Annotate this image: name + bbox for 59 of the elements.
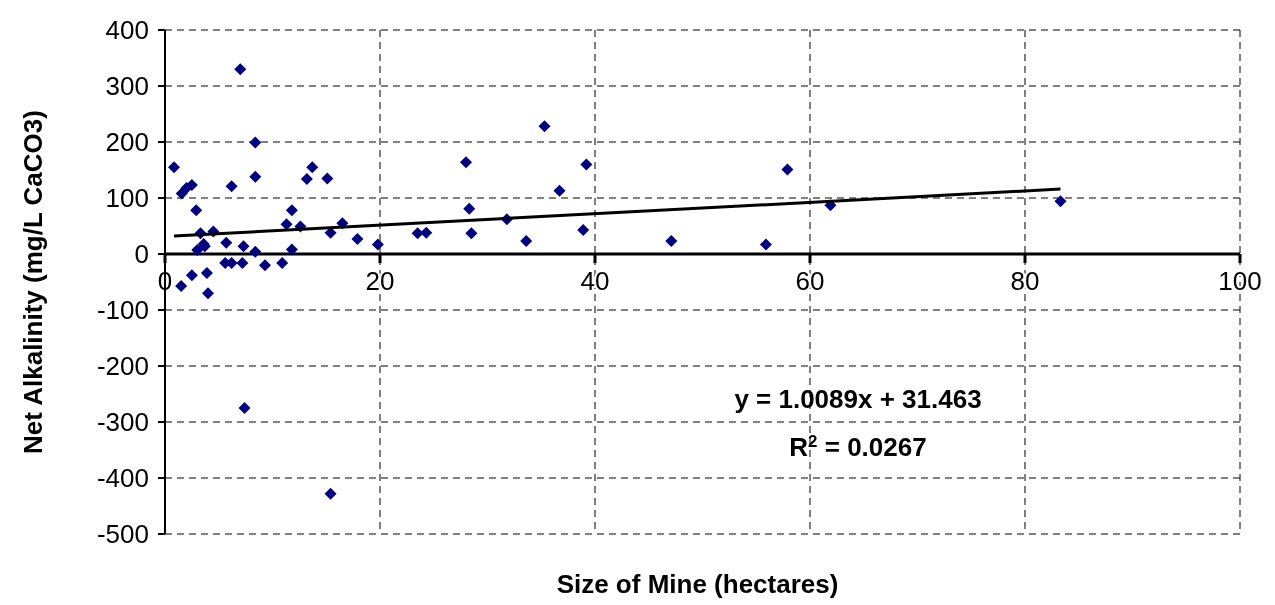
point: [236, 256, 249, 269]
point: [200, 267, 213, 280]
point: [220, 236, 233, 249]
point: [577, 223, 590, 236]
x-axis-title: Size of Mine (hectares): [556, 569, 839, 599]
point: [1054, 195, 1067, 208]
y-tick-label: -500: [96, 519, 149, 549]
annotation: y = 1.0089x + 31.463: [734, 384, 982, 414]
point: [190, 204, 203, 217]
point: [538, 120, 551, 133]
y-tick-label: -200: [96, 351, 149, 381]
point: [759, 238, 772, 251]
point: [324, 487, 337, 500]
point: [463, 202, 476, 215]
x-tick-label: 60: [795, 266, 825, 296]
y-tick-label: 300: [105, 71, 149, 101]
annotation: R$^{2}$ = 0.0267: [789, 431, 927, 462]
y-axis-title: Net Alkalinity (mg/L CaCO3): [18, 110, 48, 454]
point: [520, 235, 533, 248]
point: [249, 136, 262, 149]
y-tick-label: 400: [105, 15, 149, 45]
point: [351, 232, 364, 245]
point: [249, 170, 262, 183]
point: [300, 172, 313, 185]
point: [781, 163, 794, 176]
point: [168, 161, 181, 174]
y-tick-label: -300: [96, 407, 149, 437]
point: [175, 279, 188, 292]
point: [321, 172, 334, 185]
point: [185, 269, 198, 282]
point: [285, 204, 298, 217]
point: [202, 287, 214, 300]
x-tick-label: 80: [1010, 266, 1040, 296]
point: [285, 243, 298, 256]
y-tick-label: 0: [134, 239, 149, 269]
point: [465, 227, 478, 240]
point: [553, 184, 566, 197]
point: [249, 245, 262, 258]
point: [420, 226, 433, 239]
point: [665, 235, 678, 248]
point: [411, 227, 424, 240]
x-tick-label: 40: [580, 266, 610, 296]
point: [234, 63, 247, 76]
point: [371, 238, 384, 251]
y-tick-label: -400: [96, 463, 149, 493]
point: [237, 240, 250, 253]
y-tick-label: 200: [105, 127, 149, 157]
x-tick-label: 100: [1218, 266, 1262, 296]
point: [258, 259, 271, 272]
point: [306, 161, 319, 174]
point: [191, 244, 204, 257]
point: [225, 180, 238, 193]
y-tick-label: 100: [105, 183, 149, 213]
y-tick-label: -100: [96, 295, 149, 325]
x-tick-label: 20: [365, 266, 395, 296]
point: [276, 256, 289, 269]
point: [460, 156, 472, 169]
point: [580, 158, 593, 171]
point: [238, 402, 251, 414]
